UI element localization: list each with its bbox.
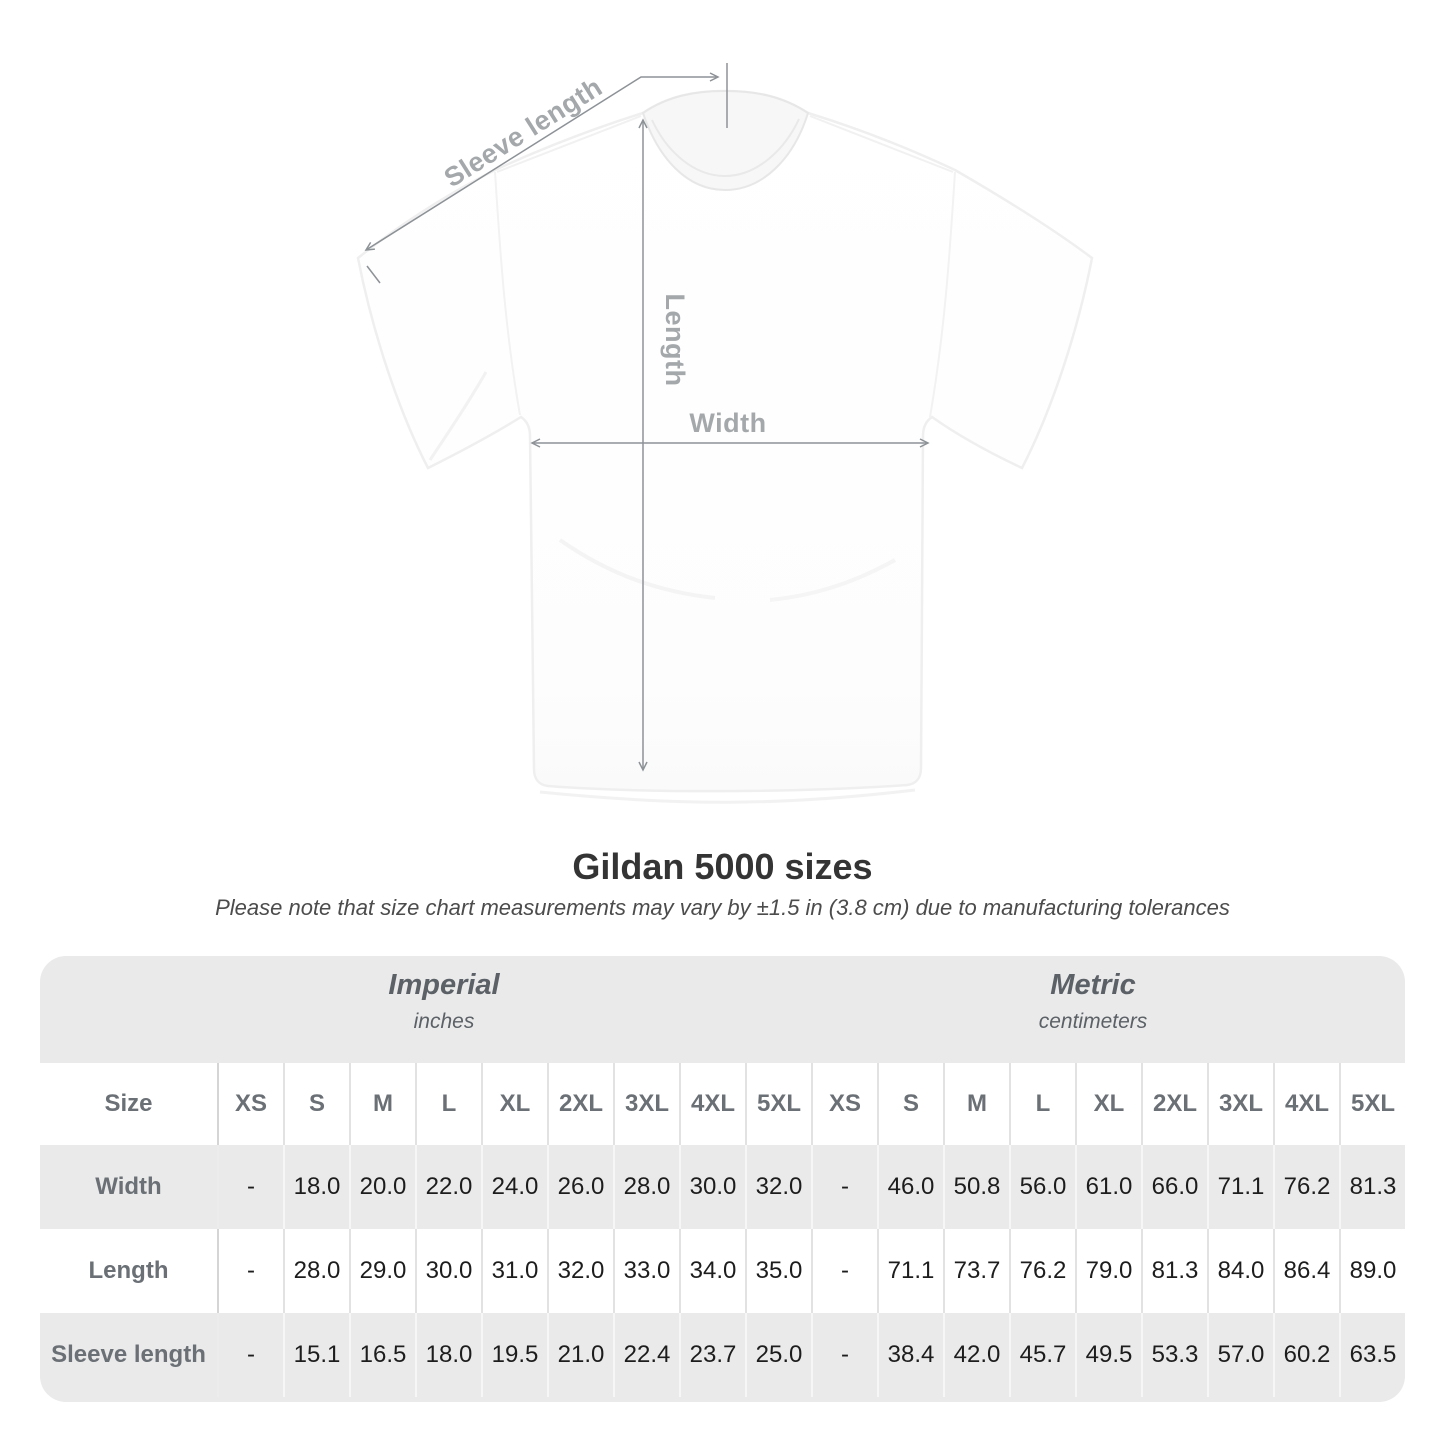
value-cell: 66.0 (1141, 1145, 1207, 1229)
size-header-cell: XS (217, 1063, 283, 1145)
value-cell: 79.0 (1075, 1229, 1141, 1313)
value-cell: 81.3 (1141, 1229, 1207, 1313)
tshirt-diagram: Sleeve length Length Width (356, 63, 1094, 804)
value-cell: 86.4 (1273, 1229, 1339, 1313)
value-cell: 56.0 (1009, 1145, 1075, 1229)
unit-header-band: Imperial inches Metric centimeters (40, 956, 1405, 1063)
table-row: Sleeve length -15.1 16.5 18.0 19.5 21.0 22.4 23… (40, 1313, 1405, 1402)
value-cell: - (217, 1229, 283, 1313)
sleeve-length-arrow (364, 72, 720, 251)
value-cell: 38.4 (877, 1313, 943, 1397)
value-cell: - (811, 1313, 877, 1397)
length-label: Length (660, 294, 690, 387)
table-row: Length -28.0 29.0 30.0 31.0 32.0 33.0 34.0 35.0-… (40, 1229, 1405, 1313)
value-cell: 31.0 (481, 1229, 547, 1313)
row-label: Length (88, 1257, 169, 1284)
value-cell: 20.0 (349, 1145, 415, 1229)
imperial-label: Imperial (388, 969, 500, 1001)
size-header-cell: S (283, 1063, 349, 1145)
value-cell: 34.0 (679, 1229, 745, 1313)
width-label: Width (689, 408, 766, 438)
row-label: Sleeve length (51, 1341, 206, 1368)
value-cell: - (217, 1313, 283, 1397)
value-cell: 53.3 (1141, 1313, 1207, 1397)
size-header-cell: L (415, 1063, 481, 1145)
page-title: Gildan 5000 sizes (572, 846, 873, 887)
value-cell: 63.5 (1339, 1313, 1405, 1397)
value-cell: - (217, 1145, 283, 1229)
value-cell: 84.0 (1207, 1229, 1273, 1313)
size-header-cell: 3XL (1207, 1063, 1273, 1145)
value-cell: 71.1 (877, 1229, 943, 1313)
metric-label: Metric (1050, 969, 1136, 1001)
size-header-cell: S (877, 1063, 943, 1145)
value-cell: 81.3 (1339, 1145, 1405, 1229)
value-cell: 76.2 (1273, 1145, 1339, 1229)
value-cell: 49.5 (1075, 1313, 1141, 1397)
size-grid: Size XS S M L XL 2XL 3XL 4XL 5XL XS S M L XL 2XL 3XL 4XL 5… (40, 1063, 1405, 1402)
row-label: Width (95, 1173, 162, 1200)
value-cell: 30.0 (415, 1229, 481, 1313)
value-cell: 76.2 (1009, 1229, 1075, 1313)
value-cell: 33.0 (613, 1229, 679, 1313)
value-cell: 19.5 (481, 1313, 547, 1397)
value-cell: 45.7 (1009, 1313, 1075, 1397)
size-header-cell: 5XL (745, 1063, 811, 1145)
value-cell: 50.8 (943, 1145, 1009, 1229)
value-cell: 18.0 (283, 1145, 349, 1229)
tshirt-illustration: Sleeve length Length Width (356, 63, 1094, 804)
value-cell: 15.1 (283, 1313, 349, 1397)
table-row: Width -18.0 20.0 22.0 24.0 26.0 28.0 30.0 32.0-4… (40, 1145, 1405, 1229)
value-cell: 61.0 (1075, 1145, 1141, 1229)
value-cell: 24.0 (481, 1145, 547, 1229)
value-cell: - (811, 1145, 877, 1229)
value-cell: 46.0 (877, 1145, 943, 1229)
size-column-header: Size (104, 1090, 153, 1117)
value-cell: 73.7 (943, 1229, 1009, 1313)
size-header-cell: XL (481, 1063, 547, 1145)
size-table: Imperial inches Metric centimeters Size X… (40, 956, 1405, 1402)
value-cell: 25.0 (745, 1313, 811, 1397)
size-header-cell: 5XL (1339, 1063, 1405, 1145)
size-header-cell: M (349, 1063, 415, 1145)
size-header-row: Size XS S M L XL 2XL 3XL 4XL 5XL XS S M L XL 2XL 3XL 4XL 5… (40, 1063, 1405, 1145)
size-header-cell: 4XL (1273, 1063, 1339, 1145)
value-cell: 23.7 (679, 1313, 745, 1397)
value-cell: 35.0 (745, 1229, 811, 1313)
value-cell: 32.0 (745, 1145, 811, 1229)
value-cell: 30.0 (679, 1145, 745, 1229)
size-header-cell: 2XL (547, 1063, 613, 1145)
value-cell: 16.5 (349, 1313, 415, 1397)
imperial-unit-header: Imperial inches (388, 969, 500, 1033)
inches-label: inches (413, 1010, 475, 1033)
value-cell: 60.2 (1273, 1313, 1339, 1397)
value-cell: 57.0 (1207, 1313, 1273, 1397)
value-cell: 26.0 (547, 1145, 613, 1229)
value-cell: 18.0 (415, 1313, 481, 1397)
size-header-cell: 3XL (613, 1063, 679, 1145)
value-cell: 32.0 (547, 1229, 613, 1313)
value-cell: - (811, 1229, 877, 1313)
tolerance-note: Please note that size chart measurements… (215, 895, 1230, 920)
value-cell: 28.0 (613, 1145, 679, 1229)
size-header-cell: 4XL (679, 1063, 745, 1145)
value-cell: 71.1 (1207, 1145, 1273, 1229)
size-header-cell: 2XL (1141, 1063, 1207, 1145)
value-cell: 22.0 (415, 1145, 481, 1229)
size-header-cell: XS (811, 1063, 877, 1145)
sleeve-end-tick (366, 265, 381, 284)
size-header-cell: XL (1075, 1063, 1141, 1145)
value-cell: 22.4 (613, 1313, 679, 1397)
value-cell: 28.0 (283, 1229, 349, 1313)
size-header-cell: L (1009, 1063, 1075, 1145)
size-header-cell: M (943, 1063, 1009, 1145)
value-cell: 21.0 (547, 1313, 613, 1397)
value-cell: 29.0 (349, 1229, 415, 1313)
metric-unit-header: Metric centimeters (1038, 969, 1148, 1033)
value-cell: 89.0 (1339, 1229, 1405, 1313)
value-cell: 42.0 (943, 1313, 1009, 1397)
tshirt-shape (356, 89, 1094, 804)
centimeters-label: centimeters (1038, 1010, 1148, 1033)
